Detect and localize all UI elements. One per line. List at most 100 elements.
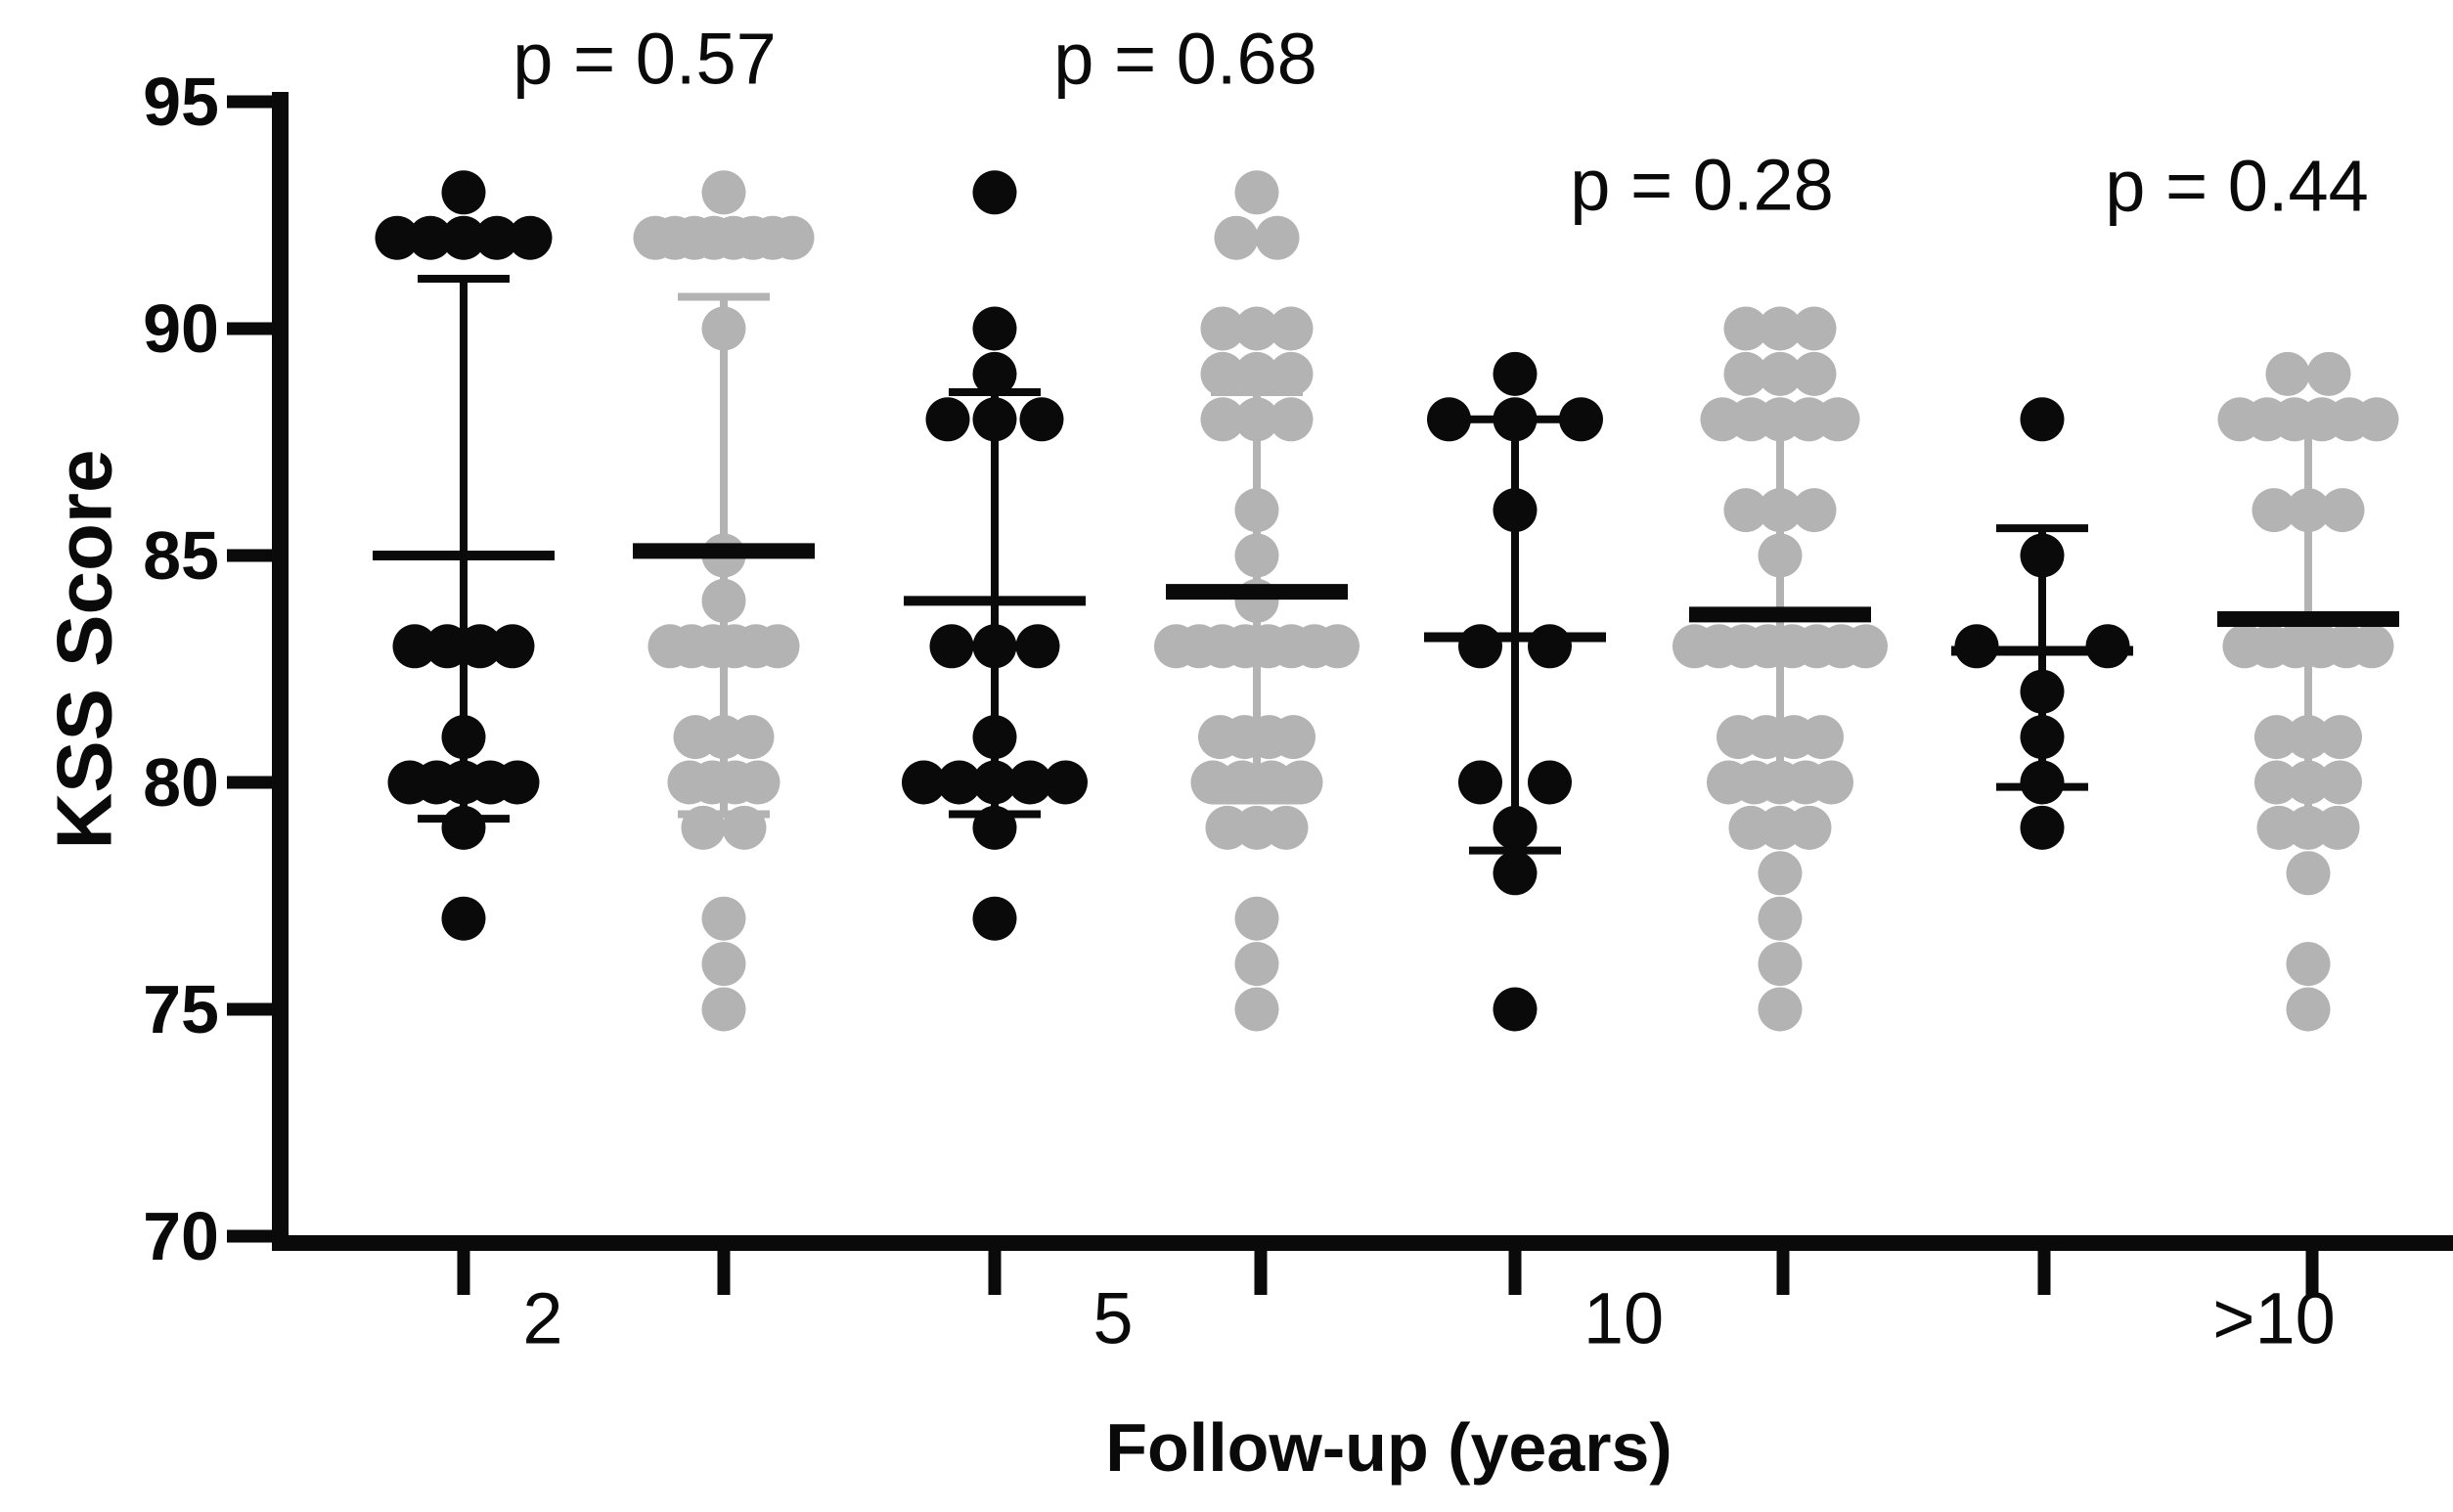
y-tick-label: 85 xyxy=(143,517,219,594)
scatter-dot xyxy=(1269,351,1314,396)
y-axis-line xyxy=(272,92,289,1251)
scatter-dot xyxy=(1528,624,1572,669)
scatter-dot xyxy=(972,351,1017,396)
scatter-dot xyxy=(1844,624,1888,669)
scatter-dot xyxy=(972,896,1017,941)
x-axis-tick xyxy=(1508,1251,1522,1295)
scatter-group-black xyxy=(902,170,1088,941)
scatter-dot xyxy=(2020,805,2065,850)
scatter-dot xyxy=(2020,533,2065,578)
scatter-dot xyxy=(1758,896,1803,941)
scatter-dot xyxy=(1787,805,1832,850)
x-axis-tick xyxy=(1254,1251,1268,1295)
scatter-dot xyxy=(1264,805,1309,850)
x-axis-tick xyxy=(2037,1251,2051,1295)
scatter-dot xyxy=(1278,760,1323,805)
scatter-dot xyxy=(2349,624,2394,669)
scatter-dot xyxy=(701,896,746,941)
scatter-dot xyxy=(770,215,815,260)
scatter-dot xyxy=(1269,397,1314,442)
scatter-dot xyxy=(1559,397,1603,442)
scatter-dot xyxy=(1493,987,1538,1032)
scatter-dot xyxy=(1234,987,1279,1032)
y-tick-label: 90 xyxy=(143,290,219,367)
scatter-dot xyxy=(2318,715,2362,760)
scatter-dot xyxy=(424,624,469,669)
x-axis-tick xyxy=(988,1251,1002,1295)
scatter-dot xyxy=(2315,805,2360,850)
scatter-dot xyxy=(508,215,553,260)
y-axis-tick xyxy=(227,1002,272,1016)
scatter-dot xyxy=(937,760,982,805)
scatter-dot xyxy=(701,578,746,623)
scatter-dot xyxy=(1815,397,1860,442)
scatter-dot xyxy=(1800,715,1844,760)
scatter-dot xyxy=(701,942,746,987)
scatter-group-gray xyxy=(633,170,815,1032)
scatter-dot xyxy=(1269,306,1314,351)
scatter-dot xyxy=(1234,533,1279,578)
y-tick-label: 80 xyxy=(143,744,219,821)
scatter-dot xyxy=(730,715,775,760)
scatter-dot xyxy=(1493,351,1538,396)
y-axis-tick xyxy=(227,322,272,335)
p-value-annotation: p = 0.44 xyxy=(2105,146,2369,227)
scatter-dot xyxy=(2286,987,2331,1032)
scatter-dot xyxy=(2306,351,2351,396)
x-axis-title: Follow-up (years) xyxy=(1105,1409,1672,1486)
scatter-dot xyxy=(2286,715,2331,760)
scatter-dot xyxy=(441,896,486,941)
x-tick-label: 2 xyxy=(522,1278,562,1359)
scatter-dot xyxy=(1255,215,1300,260)
scatter-dot xyxy=(902,760,946,805)
scatter-dot xyxy=(2318,760,2362,805)
scatter-dot xyxy=(1015,624,1060,669)
scatter-dot xyxy=(1200,306,1245,351)
scatter-dot xyxy=(1234,942,1279,987)
scatter-dot xyxy=(2254,760,2298,805)
scatter-dot xyxy=(441,215,486,260)
scatter-dot xyxy=(1019,397,1064,442)
scatter-dot xyxy=(701,306,746,351)
x-tick-label: >10 xyxy=(2212,1278,2336,1359)
scatter-dot xyxy=(408,215,453,260)
scatter-dot xyxy=(1758,351,1803,396)
scatter-dot xyxy=(1234,170,1279,215)
scatter-dot xyxy=(1200,351,1245,396)
scatter-dot xyxy=(1458,760,1502,805)
scatter-dot xyxy=(925,397,970,442)
scatter-dot xyxy=(1493,488,1538,533)
scatter-dot xyxy=(495,760,540,805)
scatter-group-black xyxy=(1951,397,2133,850)
scatter-dot xyxy=(681,805,726,850)
scatter-dot xyxy=(1458,624,1502,669)
scatter-dot xyxy=(1316,624,1360,669)
scatter-dot xyxy=(736,760,780,805)
scatter-dot xyxy=(972,624,1017,669)
scatter-dot xyxy=(2252,488,2297,533)
p-value-annotation: p = 0.68 xyxy=(1053,19,1317,100)
scatter-group-gray xyxy=(1154,170,1360,1032)
scatter-dot xyxy=(1758,942,1803,987)
p-value-annotation: p = 0.28 xyxy=(1570,145,1834,226)
x-axis-tick xyxy=(717,1251,731,1295)
chart-canvas: 95 90 85 80 75 70 2 5 10 >10 Follow-up (years) KSS … xyxy=(41,19,2453,1486)
y-tick-label: 95 xyxy=(143,64,219,140)
y-axis-tick xyxy=(227,549,272,562)
scatter-dot xyxy=(490,624,535,669)
x-axis-line xyxy=(272,1235,2453,1251)
scatter-dot xyxy=(2286,851,2331,896)
scatter-dot xyxy=(2354,397,2399,442)
scatter-group-gray xyxy=(2217,351,2399,1032)
y-axis-title: KSS Score xyxy=(41,449,128,849)
scatter-dot xyxy=(2020,669,2065,714)
x-axis-tick xyxy=(2305,1251,2319,1295)
scatter-dot xyxy=(1528,760,1572,805)
scatter-dot xyxy=(929,624,974,669)
scatter-dot xyxy=(701,987,746,1032)
x-axis-tick xyxy=(457,1251,470,1295)
x-tick-label: 5 xyxy=(1093,1278,1133,1359)
scatter-dot xyxy=(2020,397,2065,442)
scatter-dot xyxy=(1758,533,1803,578)
scatter-dot xyxy=(1493,397,1538,442)
